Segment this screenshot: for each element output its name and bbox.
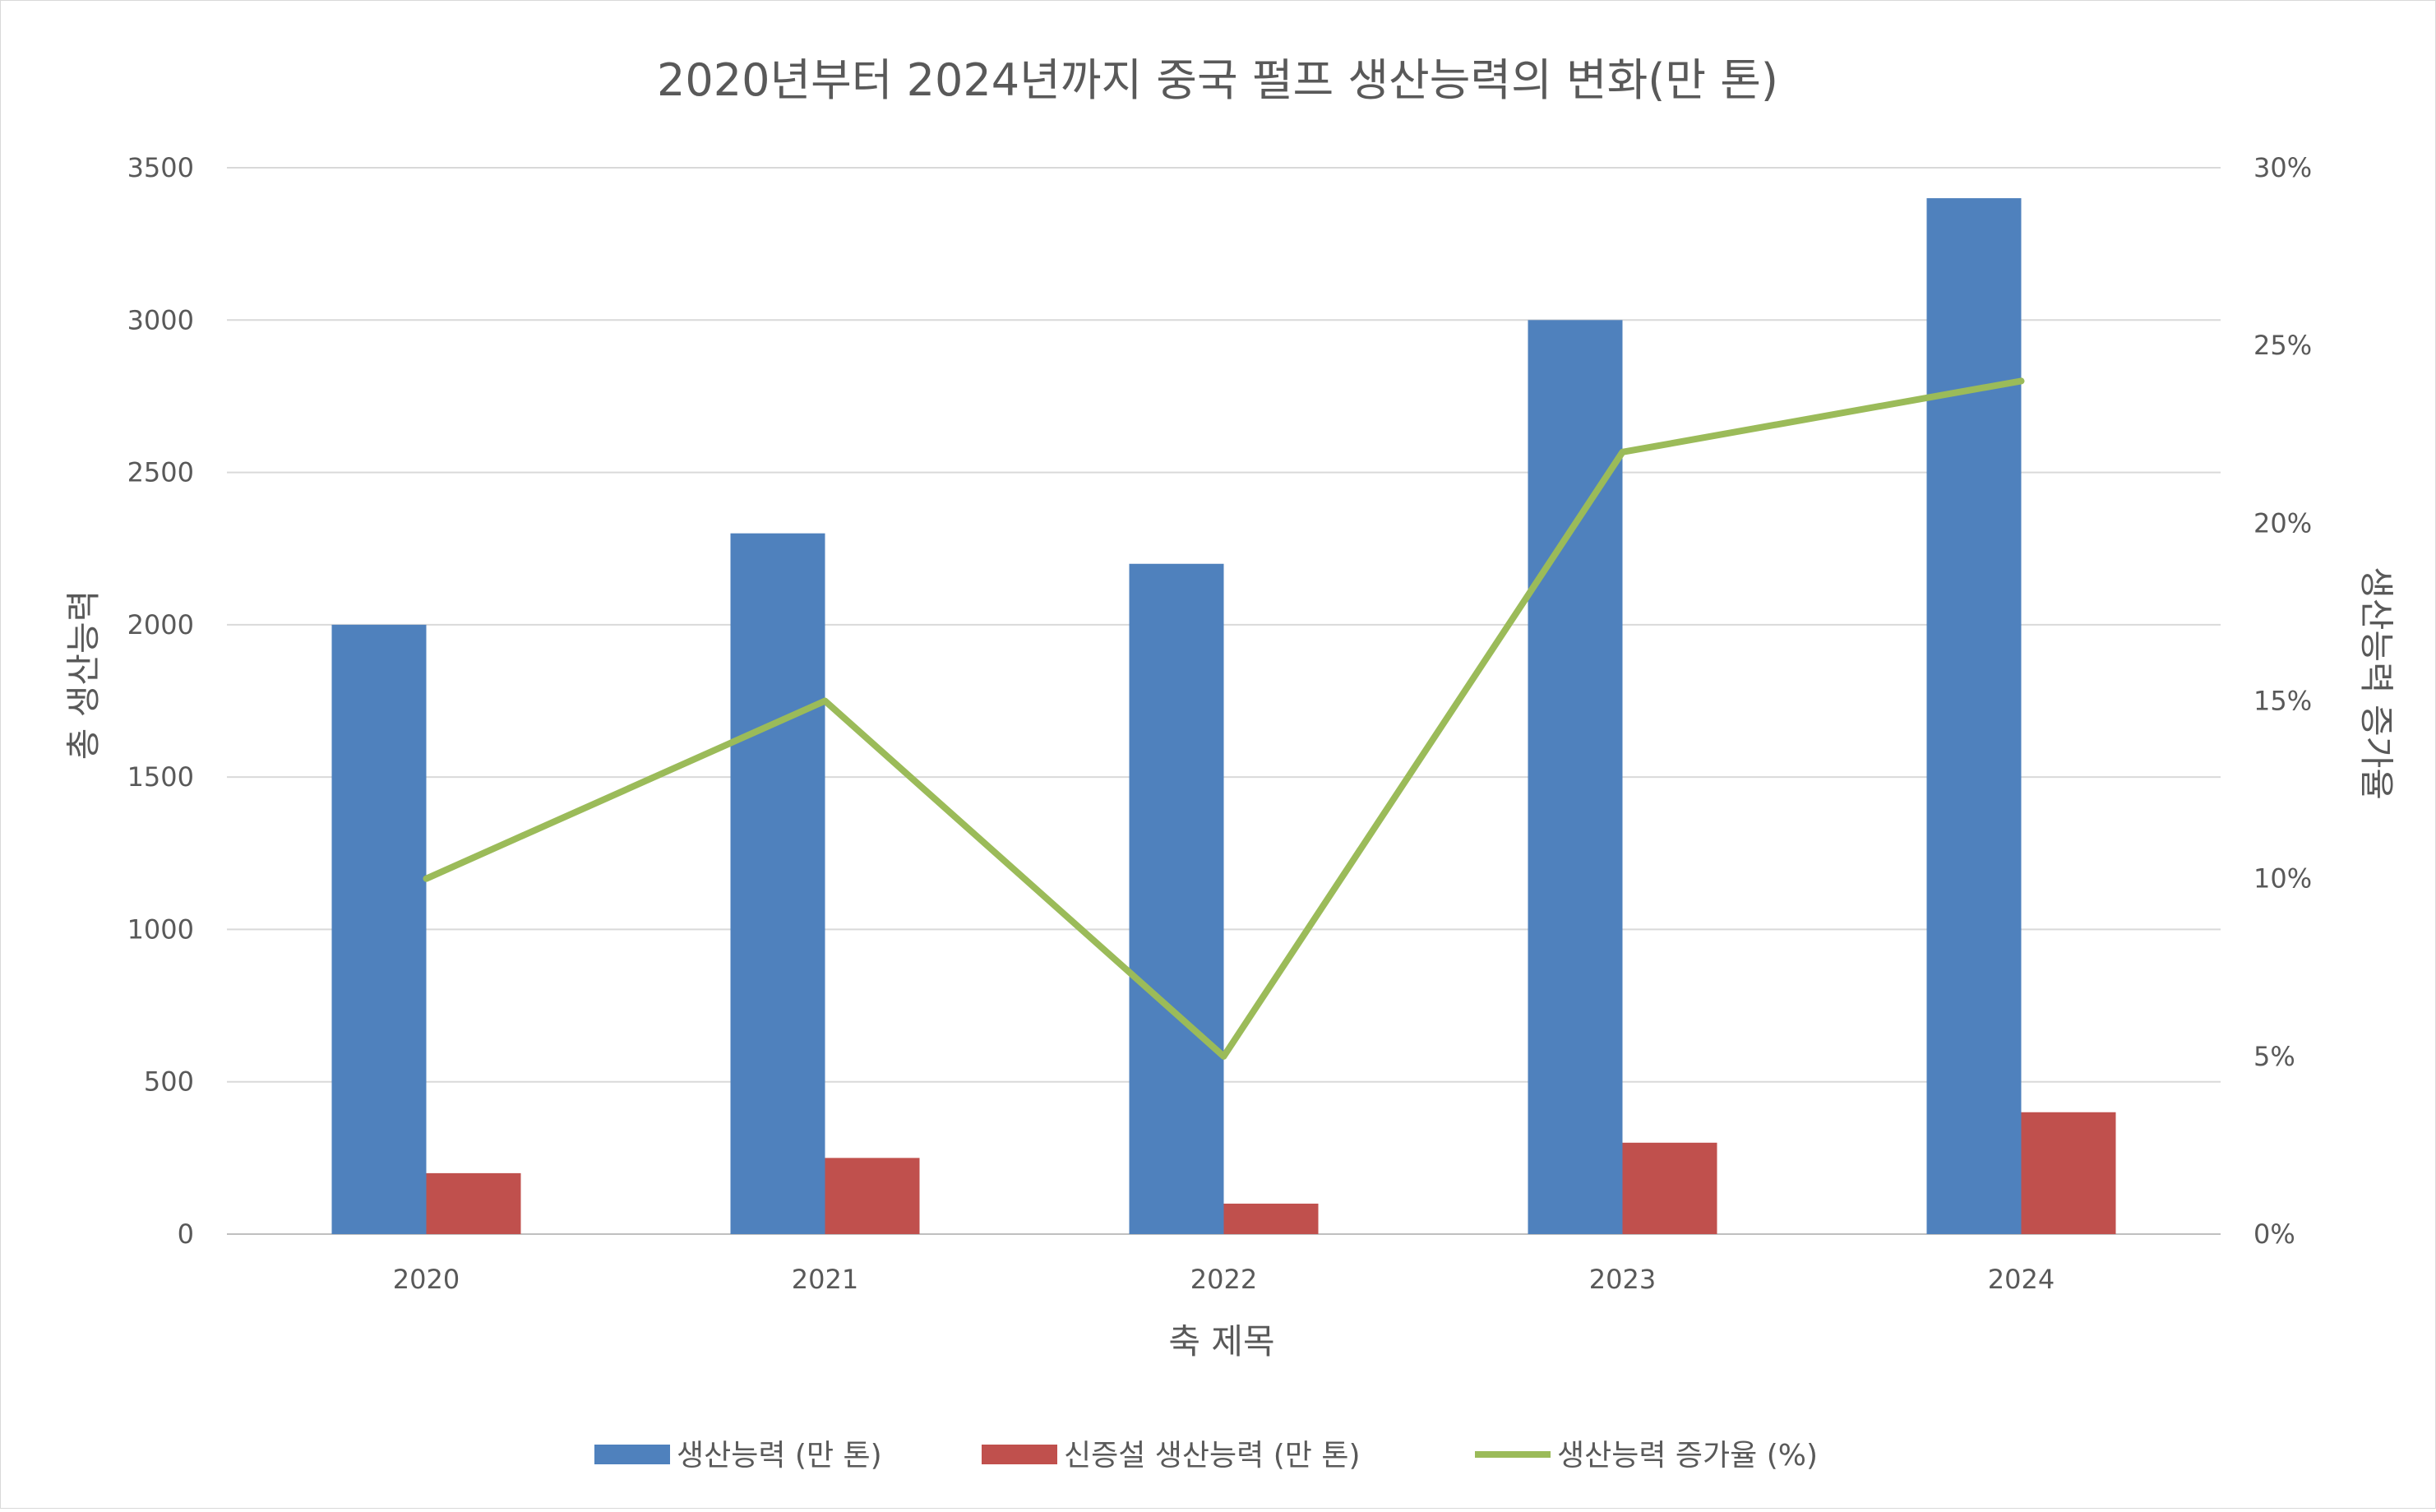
bar-capacity-2024 xyxy=(1926,198,2022,1235)
x-tick-label: 2022 xyxy=(1190,1264,1257,1295)
y2-tick-label: 25% xyxy=(2253,330,2312,361)
bar-capacity-2020 xyxy=(331,624,427,1234)
bar-capacity-2023 xyxy=(1528,320,1623,1235)
y2-tick-label: 20% xyxy=(2253,507,2312,539)
tick-labels: 0 500 1000 1500 2000 2500 3000 3500 0% 5% 10% 15% 20… xyxy=(127,152,2313,1295)
y2-axis-title: 생산능력 증가율 xyxy=(2356,566,2397,800)
y2-tick-label: 5% xyxy=(2253,1041,2295,1072)
y-tick-label: 3000 xyxy=(127,304,194,335)
x-tick-label: 2021 xyxy=(792,1264,858,1295)
y2-tick-label: 30% xyxy=(2253,152,2312,183)
growth-rate-point-2023 xyxy=(1621,451,1624,453)
bar-capacity-2021 xyxy=(730,533,825,1234)
bar-new-capacity-2022 xyxy=(1223,1203,1319,1234)
legend-label-1: 신증설 생산능력 (만 톤) xyxy=(1064,1439,1361,1473)
bar-layer xyxy=(331,198,2116,1235)
legend-swatch-0 xyxy=(594,1445,670,1464)
legend-label-0: 생산능력 (만 톤) xyxy=(677,1439,882,1473)
growth-rate-point-2022 xyxy=(1223,1055,1225,1057)
y-tick-label: 1500 xyxy=(127,761,194,793)
y-tick-label: 500 xyxy=(144,1066,194,1098)
growth-rate-point-2021 xyxy=(824,700,826,702)
line-layer xyxy=(423,377,2025,1060)
legend: 생산능력 (만 톤) 신증설 생산능력 (만 톤) 생산능력 증가율 (%) xyxy=(594,1439,1818,1473)
x-tick-label: 2024 xyxy=(1988,1264,2055,1295)
legend-label-2: 생산능력 증가율 (%) xyxy=(1557,1439,1818,1473)
y-axis-title: 총 생산능력 xyxy=(63,590,104,761)
y-tick-label: 3500 xyxy=(127,152,194,183)
y2-tick-label: 15% xyxy=(2253,686,2312,717)
growth-rate-point-2020 xyxy=(425,877,428,880)
chart-title: 2020년부터 2024년까지 중국 펄프 생산능력의 변화(만 톤) xyxy=(657,54,1778,106)
bar-new-capacity-2023 xyxy=(1622,1142,1717,1234)
legend-swatch-1 xyxy=(982,1445,1057,1464)
bar-capacity-2022 xyxy=(1129,563,1224,1234)
y2-tick-label: 0% xyxy=(2253,1218,2295,1250)
y2-tick-label: 10% xyxy=(2253,863,2312,895)
growth-rate-point-2024 xyxy=(2020,380,2022,382)
bar-new-capacity-2021 xyxy=(825,1158,920,1234)
y-tick-label: 0 xyxy=(178,1218,194,1250)
x-tick-label: 2020 xyxy=(393,1264,460,1295)
bar-new-capacity-2024 xyxy=(2021,1112,2116,1234)
bar-new-capacity-2020 xyxy=(426,1172,521,1234)
y-tick-label: 2500 xyxy=(127,457,194,488)
x-tick-label: 2023 xyxy=(1589,1264,1656,1295)
y-tick-label: 1000 xyxy=(127,913,194,945)
y-tick-label: 2000 xyxy=(127,609,194,640)
x-axis-title: 축 제목 xyxy=(1168,1321,1274,1362)
